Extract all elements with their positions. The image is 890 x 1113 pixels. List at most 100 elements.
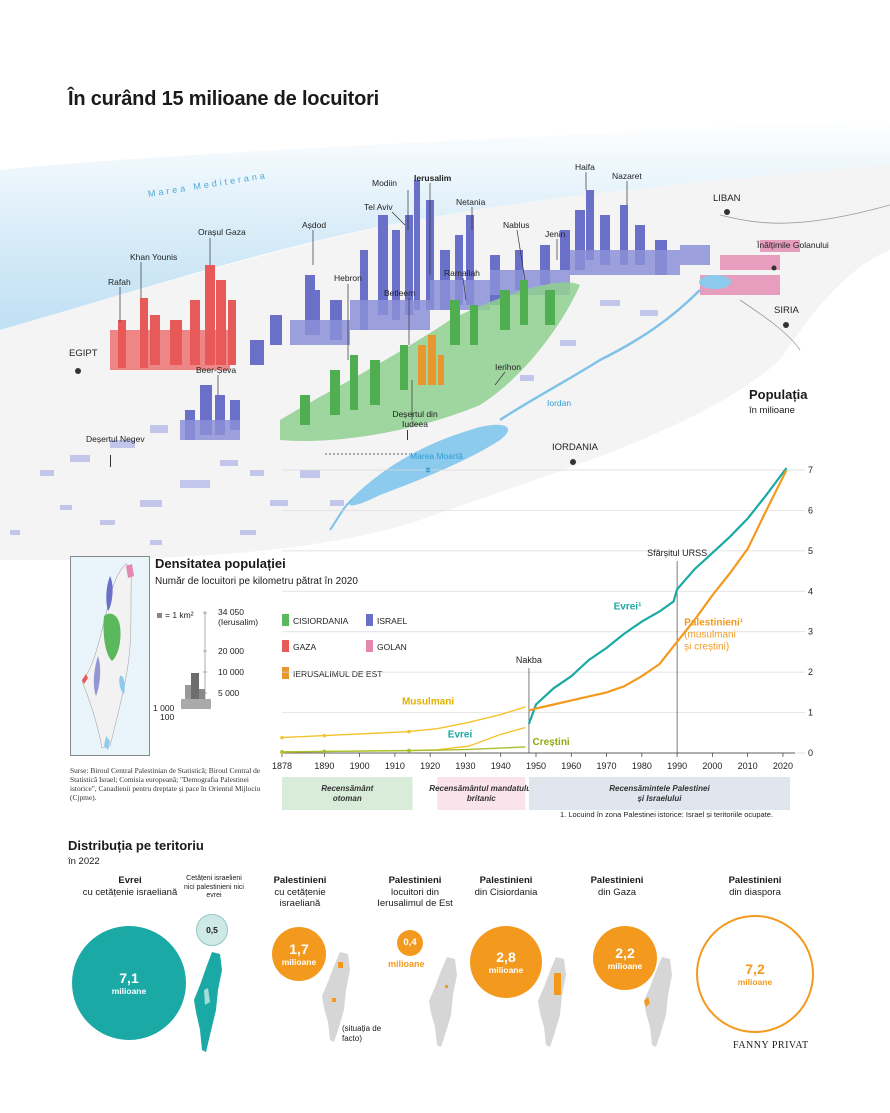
country-iordania: IORDANIA — [552, 442, 598, 453]
place-ierusalim: Ierusalim — [414, 173, 452, 183]
period-band — [437, 777, 526, 810]
country-egipt: EGIPT — [69, 348, 98, 359]
legend-golan: GOLAN — [366, 637, 407, 655]
x-tick-label: 1878 — [272, 761, 292, 771]
density-subtitle: Număr de locuitori pe kilometru pătrat î… — [155, 576, 358, 587]
sources-text: Surse: Biroul Central Palestinian de Sta… — [70, 766, 261, 802]
data-point — [280, 735, 284, 740]
population-title: Populația — [749, 387, 808, 402]
group-pal-citizens-bold: Palestinieni — [273, 875, 327, 886]
circle-diaspora-value: 7,2 — [745, 960, 765, 977]
density-scale — [157, 611, 211, 709]
place-jenin: Jenin — [545, 229, 566, 239]
x-tick-label: 1980 — [632, 761, 652, 771]
x-tick-label: 1920 — [420, 761, 440, 771]
east-jerusalem-unit: milioane — [388, 959, 425, 969]
group-others-label: Cetățeni israelieni nici palestinieni ni… — [184, 875, 244, 899]
circle-diaspora-unit: milioane — [737, 976, 773, 987]
group-gaza-bold: Palestinieni — [590, 875, 644, 886]
series-label: Palestinieni¹ (musulmani și creștini) — [684, 618, 744, 653]
circle-pal-citizens-value: 1,7 — [289, 940, 309, 957]
data-point — [322, 733, 327, 738]
circle-jews: 7,1 milioane — [72, 926, 186, 1040]
legend-swatch — [366, 639, 373, 652]
group-diaspora-bold: Palestinieni — [728, 875, 782, 886]
x-tick-label: 1910 — [385, 761, 405, 771]
y-tick-label: 4 — [808, 586, 813, 596]
scale-20000: 20 000 — [218, 646, 244, 656]
place-beer-seva: Beer-Ṣeva — [196, 365, 237, 375]
map-jews — [194, 952, 222, 1052]
place-betleem: Betleem — [384, 288, 416, 298]
place-ierihon: Ierihon — [495, 362, 521, 372]
author-credit: FANNY PRIVAT — [733, 1040, 809, 1051]
group-east-jerusalem-rest: locuitori din Ierusalimul de Est — [377, 886, 453, 910]
series-line — [528, 469, 788, 712]
circle-pal-citizens-unit: milioane — [281, 956, 317, 967]
x-tick-label: 2000 — [702, 761, 722, 771]
legend-gaza: GAZA — [282, 637, 316, 655]
place-haifa: Haifa — [575, 162, 595, 172]
period-band — [282, 777, 413, 810]
scale-1000: 1 000 — [153, 703, 175, 713]
group-diaspora-label: Palestinieni din diaspora — [710, 875, 800, 898]
legend-swatch — [282, 666, 289, 679]
scale-unit: = 1 km² — [165, 610, 194, 620]
data-point — [407, 748, 411, 753]
population-subtitle: în milioane — [749, 405, 795, 416]
place-tel-aviv: Tel Aviv — [364, 202, 393, 212]
place-desert-iudeea: Deșertul din Iudeea — [392, 409, 438, 429]
series-line — [281, 746, 526, 753]
place-modiin: Modiin — [372, 178, 398, 188]
map-pal-citizens — [322, 952, 350, 1042]
ussr-label: Sfârșitul URSS — [647, 548, 707, 558]
x-tick-label: 1900 — [350, 761, 370, 771]
circle-west-bank-unit: milioane — [488, 964, 524, 975]
x-tick-label: 1950 — [526, 761, 546, 771]
distribution-title: Distribuția pe teritoriu — [68, 838, 204, 853]
page-title: În curând 15 milioane de locuitori — [68, 88, 380, 110]
scale-100: 100 — [160, 712, 175, 722]
legend-swatch — [282, 639, 289, 652]
country-liban: LIBAN — [713, 193, 741, 204]
circle-pal-citizens: 1,7 milioane — [272, 927, 326, 981]
legend-israel: ISRAEL — [366, 611, 407, 629]
place-khan-younis: Khan Younis — [130, 252, 178, 262]
period-band — [528, 777, 790, 810]
x-tick-label: 1970 — [597, 761, 617, 771]
place-rafah: Rafah — [108, 277, 131, 287]
series-line — [281, 706, 526, 739]
place-golan: Înălțimile Golanului — [757, 240, 829, 250]
y-tick-label: 6 — [808, 505, 813, 515]
group-east-jerusalem-bold: Palestinieni — [388, 875, 442, 886]
place-ramallah: Ramallah — [444, 268, 480, 278]
legend-cisiordania: CISIORDANIA — [282, 611, 348, 629]
circle-diaspora: 7,2 milioane — [696, 915, 814, 1033]
series-label: Musulmani — [402, 696, 454, 707]
group-west-bank-rest: din Cisiordania — [474, 886, 538, 898]
circle-gaza-value: 2,2 — [615, 944, 635, 961]
circle-jews-value: 7,1 — [119, 969, 139, 986]
y-tick-label: 3 — [808, 627, 813, 637]
place-asdod: Așdod — [302, 220, 327, 230]
period-label: Recensământul mandatului britanic — [429, 784, 534, 803]
series-label: Creștini — [532, 737, 569, 748]
x-tick-label: 1990 — [667, 761, 687, 771]
circle-east-jerusalem: 0,4 — [397, 930, 423, 956]
data-point — [280, 749, 284, 754]
x-tick-label: 2020 — [773, 761, 793, 771]
distribution-subtitle: în 2022 — [68, 856, 100, 867]
map-gaza — [644, 957, 672, 1047]
legend-swatch — [282, 613, 289, 626]
density-map — [0, 118, 890, 560]
x-tick-label: 1960 — [561, 761, 581, 771]
period-label: Recensământ otoman — [321, 784, 373, 803]
circle-west-bank: 2,8 milioane — [470, 926, 542, 998]
circle-jews-unit: milioane — [111, 985, 147, 996]
series-line — [527, 467, 788, 725]
y-tick-label: 1 — [808, 708, 813, 718]
place-netania: Netania — [456, 197, 486, 207]
data-point — [407, 729, 411, 734]
nakba-label: Nakba — [516, 655, 542, 665]
scale-10000: 10 000 — [218, 667, 244, 677]
